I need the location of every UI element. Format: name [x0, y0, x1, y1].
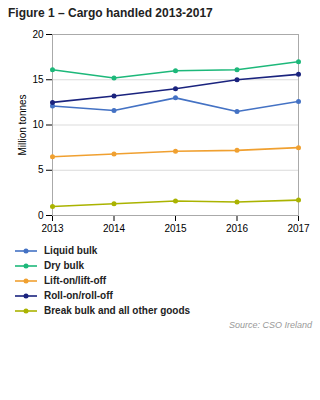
- html-text:Liquid bulk: Liquid bulk: [44, 245, 98, 256]
- svg-text:2015: 2015: [164, 223, 187, 234]
- html-text:Source: CSO Ireland: Source: CSO Ireland: [229, 320, 312, 330]
- svg-text:2013: 2013: [41, 223, 64, 234]
- svg-text:2016: 2016: [226, 223, 249, 234]
- svg-text:2014: 2014: [103, 223, 126, 234]
- html-text:Dry bulk: Dry bulk: [44, 260, 84, 271]
- svg-text:10: 10: [32, 119, 44, 130]
- svg-text:Million tonnes: Million tonnes: [17, 94, 28, 155]
- svg-text:2017: 2017: [287, 223, 310, 234]
- svg-text:5: 5: [38, 164, 44, 175]
- html-text:Roll-on/roll-off: Roll-on/roll-off: [44, 290, 113, 301]
- html-text:Break bulk and all other goods: Break bulk and all other goods: [44, 305, 191, 316]
- html-text:Figure 1 – Cargo handled 2013-: Figure 1 – Cargo handled 2013-2017: [8, 6, 213, 20]
- svg-text:0: 0: [38, 210, 44, 221]
- svg-text:15: 15: [32, 74, 44, 85]
- html-text:Lift-on/lift-off: Lift-on/lift-off: [44, 275, 107, 286]
- svg-text:20: 20: [32, 29, 44, 40]
